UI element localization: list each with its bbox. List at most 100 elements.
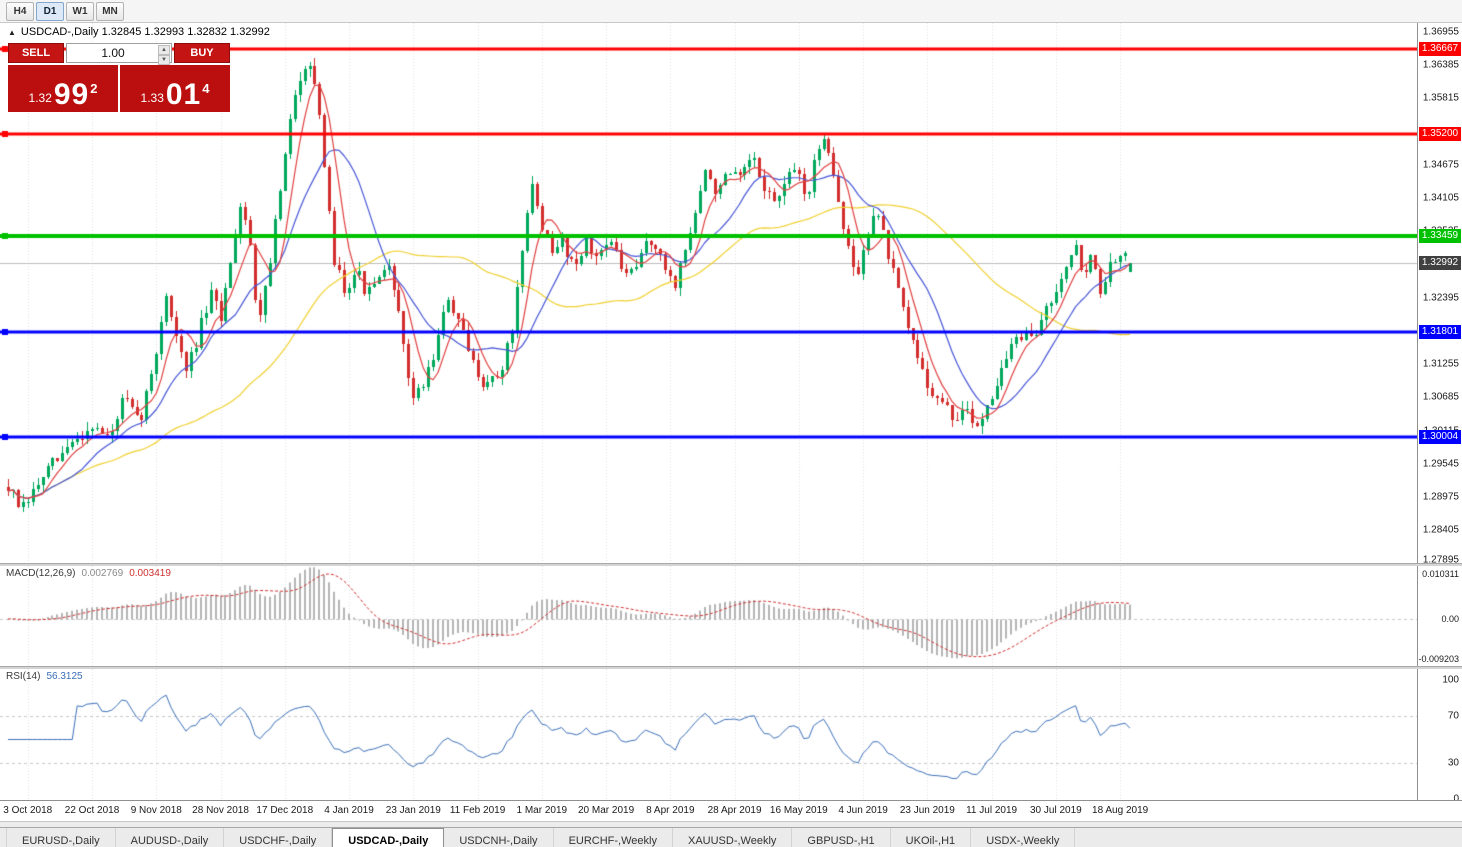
axis-tick-label: 1.36955 xyxy=(1422,26,1459,38)
volume-stepper[interactable]: ▲ ▼ xyxy=(66,43,172,65)
symbol-tab-xauusd-weekly[interactable]: XAUUSD-,Weekly xyxy=(673,828,793,847)
sell-price-sup: 2 xyxy=(90,81,98,96)
volume-input[interactable] xyxy=(67,44,171,62)
symbol-tab-usdcnh-daily[interactable]: USDCNH-,Daily xyxy=(444,828,554,847)
macd-label: MACD(12,26,9) 0.002769 0.003419 xyxy=(6,568,171,579)
volume-decrease-button[interactable]: ▼ xyxy=(158,55,170,65)
axis-tick-label: 1.32395 xyxy=(1422,292,1459,304)
symbol-tab-bar: EURUSD-,Daily AUDUSD-,Daily USDCHF-,Daily U… xyxy=(0,827,1462,847)
symbol-tab-audusd-daily[interactable]: AUDUSD-,Daily xyxy=(116,828,225,847)
timeframe-button-mn[interactable]: MN xyxy=(96,1,124,21)
axis-tick-label: 0.010311 xyxy=(1422,569,1459,579)
time-axis-label: 11 Jul 2019 xyxy=(966,805,1018,816)
axis-tick-label: 1.28975 xyxy=(1422,491,1459,503)
macd-panel: MACD(12,26,9) 0.002769 0.003419 0.010311… xyxy=(0,566,1462,666)
macd-main-value: 0.002769 xyxy=(81,568,124,579)
rsi-label: RSI(14) 56.3125 xyxy=(6,671,83,682)
buy-price-display[interactable]: 1.33 01 4 xyxy=(120,65,230,112)
time-axis-label: 28 Apr 2019 xyxy=(707,805,762,816)
axis-tick-label: 1.28405 xyxy=(1422,524,1459,536)
timeframe-button-d1[interactable]: D1 xyxy=(36,1,64,21)
axis-tick-label: 70 xyxy=(1447,710,1459,722)
axis-tick-label: 30 xyxy=(1447,757,1459,769)
chart-window: ▲ USDCAD-,Daily 1.32845 1.32993 1.32832 … xyxy=(0,23,1462,827)
price-line-label: 1.31801 xyxy=(1419,325,1461,340)
time-axis-label: 20 Mar 2019 xyxy=(577,805,635,816)
time-axis-label: 1 Mar 2019 xyxy=(516,805,568,816)
time-axis-label: 4 Jun 2019 xyxy=(838,805,888,816)
symbol-tab-usdchf-daily[interactable]: USDCHF-,Daily xyxy=(224,828,333,847)
time-axis-label: 18 Aug 2019 xyxy=(1092,805,1149,816)
rsi-axis[interactable]: 100 70 30 0 xyxy=(1417,669,1462,800)
buy-price-big: 01 xyxy=(165,78,202,111)
timeframe-button-w1[interactable]: W1 xyxy=(66,1,94,21)
axis-tick-label: 1.29545 xyxy=(1422,458,1459,470)
buy-price-sup: 4 xyxy=(202,81,210,96)
axis-tick-label: 1.31255 xyxy=(1422,358,1459,370)
axis-tick-label: 1.27895 xyxy=(1422,554,1459,564)
axis-tick-label: 1.34675 xyxy=(1422,159,1459,171)
symbol-tab-usdx-weekly[interactable]: USDX-,Weekly xyxy=(971,828,1076,847)
symbol-tab-eurchf-weekly[interactable]: EURCHF-,Weekly xyxy=(554,828,673,847)
axis-tick-label: 0.00 xyxy=(1441,613,1459,624)
rsi-panel: RSI(14) 56.3125 100 70 30 0 xyxy=(0,669,1462,800)
collapse-arrow-icon[interactable]: ▲ xyxy=(8,27,16,37)
symbol-tab-ukoil-h1[interactable]: UKOil-,H1 xyxy=(891,828,972,847)
horizontal-scrollbar[interactable] xyxy=(0,821,1462,827)
time-axis-label: 22 Oct 2018 xyxy=(64,805,120,816)
macd-canvas[interactable] xyxy=(0,566,1417,666)
axis-tick-label: 0 xyxy=(1453,793,1459,801)
rsi-value: 56.3125 xyxy=(46,671,83,682)
panel-separator[interactable] xyxy=(0,666,1462,669)
rsi-canvas[interactable] xyxy=(0,669,1417,800)
sell-button[interactable]: SELL xyxy=(8,43,64,63)
symbol-tab-eurusd-daily[interactable]: EURUSD-,Daily xyxy=(6,828,116,847)
time-axis[interactable]: 3 Oct 2018 22 Oct 2018 9 Nov 2018 28 Nov 20… xyxy=(0,800,1462,821)
time-axis-label: 11 Feb 2019 xyxy=(449,805,506,816)
main-chart-panel: ▲ USDCAD-,Daily 1.32845 1.32993 1.32832 … xyxy=(0,23,1462,563)
main-chart-canvas[interactable] xyxy=(0,23,1417,563)
price-line-label: 1.33459 xyxy=(1419,228,1461,243)
volume-increase-button[interactable]: ▲ xyxy=(158,45,170,55)
macd-axis[interactable]: 0.010311 0.00 -0.009203 xyxy=(1417,566,1462,666)
volume-spinner: ▲ ▼ xyxy=(158,45,170,65)
chart-title: ▲ USDCAD-,Daily 1.32845 1.32993 1.32832 … xyxy=(8,26,270,38)
macd-signal-value: 0.003419 xyxy=(129,568,171,579)
symbol-tab-gbpusd-h1[interactable]: GBPUSD-,H1 xyxy=(792,828,891,847)
chart-title-text: USDCAD-,Daily 1.32845 1.32993 1.32832 1.… xyxy=(20,26,270,38)
time-axis-label: 17 Dec 2018 xyxy=(256,805,314,816)
price-line-label: 1.30004 xyxy=(1419,430,1461,445)
macd-name: MACD(12,26,9) xyxy=(6,568,76,579)
price-line-label: 1.32992 xyxy=(1419,255,1461,270)
time-axis-label: 23 Jan 2019 xyxy=(385,805,441,816)
price-axis[interactable]: 1.369551.363851.358151.352451.346751.341… xyxy=(1417,23,1462,563)
axis-tick-label: 100 xyxy=(1442,674,1459,686)
time-axis-label: 16 May 2019 xyxy=(769,805,828,816)
price-line-label: 1.36667 xyxy=(1419,41,1461,56)
buy-button[interactable]: BUY xyxy=(174,43,230,63)
time-axis-label: 30 Jul 2019 xyxy=(1029,805,1082,816)
time-axis-label: 23 Jun 2019 xyxy=(899,805,955,816)
time-axis-label: 4 Jan 2019 xyxy=(324,805,374,816)
sell-price-prefix: 1.32 xyxy=(28,91,52,105)
timeframe-toolbar: H4 D1 W1 MN xyxy=(0,0,1462,23)
symbol-tab-usdcad-daily[interactable]: USDCAD-,Daily xyxy=(332,828,445,847)
time-axis-label: 9 Nov 2018 xyxy=(130,805,182,816)
buy-price-prefix: 1.33 xyxy=(140,91,164,105)
axis-tick-label: 1.35815 xyxy=(1422,92,1459,104)
axis-tick-label: 1.30685 xyxy=(1422,391,1459,403)
axis-tick-label: -0.009203 xyxy=(1418,654,1459,664)
time-axis-label: 28 Nov 2018 xyxy=(192,805,249,816)
axis-tick-label: 1.34105 xyxy=(1422,192,1459,204)
timeframe-button-h4[interactable]: H4 xyxy=(6,1,34,21)
price-line-label: 1.35200 xyxy=(1419,127,1461,142)
sell-price-display[interactable]: 1.32 99 2 xyxy=(8,65,118,112)
one-click-trading-panel: SELL ▲ ▼ BUY 1.32992 1.330 xyxy=(8,43,230,112)
axis-tick-label: 1.36385 xyxy=(1422,59,1459,71)
panel-separator[interactable] xyxy=(0,563,1462,566)
time-axis-label: 8 Apr 2019 xyxy=(646,805,695,816)
rsi-name: RSI(14) xyxy=(6,671,41,682)
sell-price-big: 99 xyxy=(53,78,90,111)
time-axis-label: 3 Oct 2018 xyxy=(3,805,53,816)
